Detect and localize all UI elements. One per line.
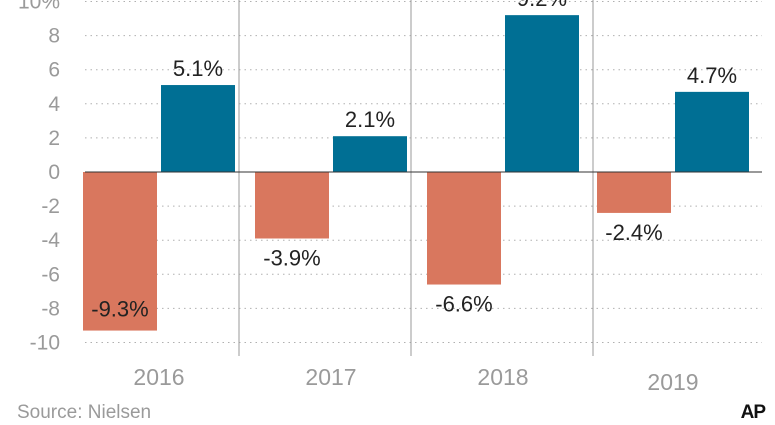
x-category-label: 2017 — [305, 364, 356, 390]
bar — [427, 172, 501, 285]
data-label: 5.1% — [173, 56, 223, 81]
y-tick-label: 6 — [48, 59, 60, 82]
data-label: -9.3% — [91, 297, 148, 322]
y-tick-label: 8 — [48, 25, 60, 48]
bar — [333, 136, 407, 172]
ap-logo: AP — [740, 402, 766, 423]
y-tick-label: -10 — [30, 332, 60, 355]
y-tick-label: 0 — [48, 161, 60, 184]
y-tick-label: 4 — [48, 93, 60, 116]
data-label: -2.4% — [605, 220, 662, 245]
data-label: 4.7% — [687, 63, 737, 88]
x-category-label: 2016 — [133, 364, 184, 390]
data-label: 2.1% — [345, 107, 395, 132]
y-tick-label: 2 — [48, 127, 60, 150]
y-tick-label: -2 — [41, 195, 60, 218]
source-note: Source: Nielsen — [17, 402, 152, 423]
bar — [83, 172, 157, 331]
y-tick-label: -8 — [41, 297, 60, 320]
bar — [597, 172, 671, 213]
x-category-label: 2018 — [477, 364, 528, 390]
y-tick-label: -6 — [41, 263, 60, 286]
data-label: 9.2% — [517, 0, 567, 11]
y-tick-label: -4 — [41, 229, 60, 252]
bar — [505, 15, 579, 173]
x-category-label: 2019 — [647, 369, 698, 395]
bar — [675, 91, 749, 172]
data-label: -3.9% — [263, 245, 320, 270]
data-label: -6.6% — [435, 292, 492, 317]
bar — [255, 172, 329, 239]
y-tick-label: 10% — [18, 0, 60, 14]
bar — [161, 85, 235, 172]
